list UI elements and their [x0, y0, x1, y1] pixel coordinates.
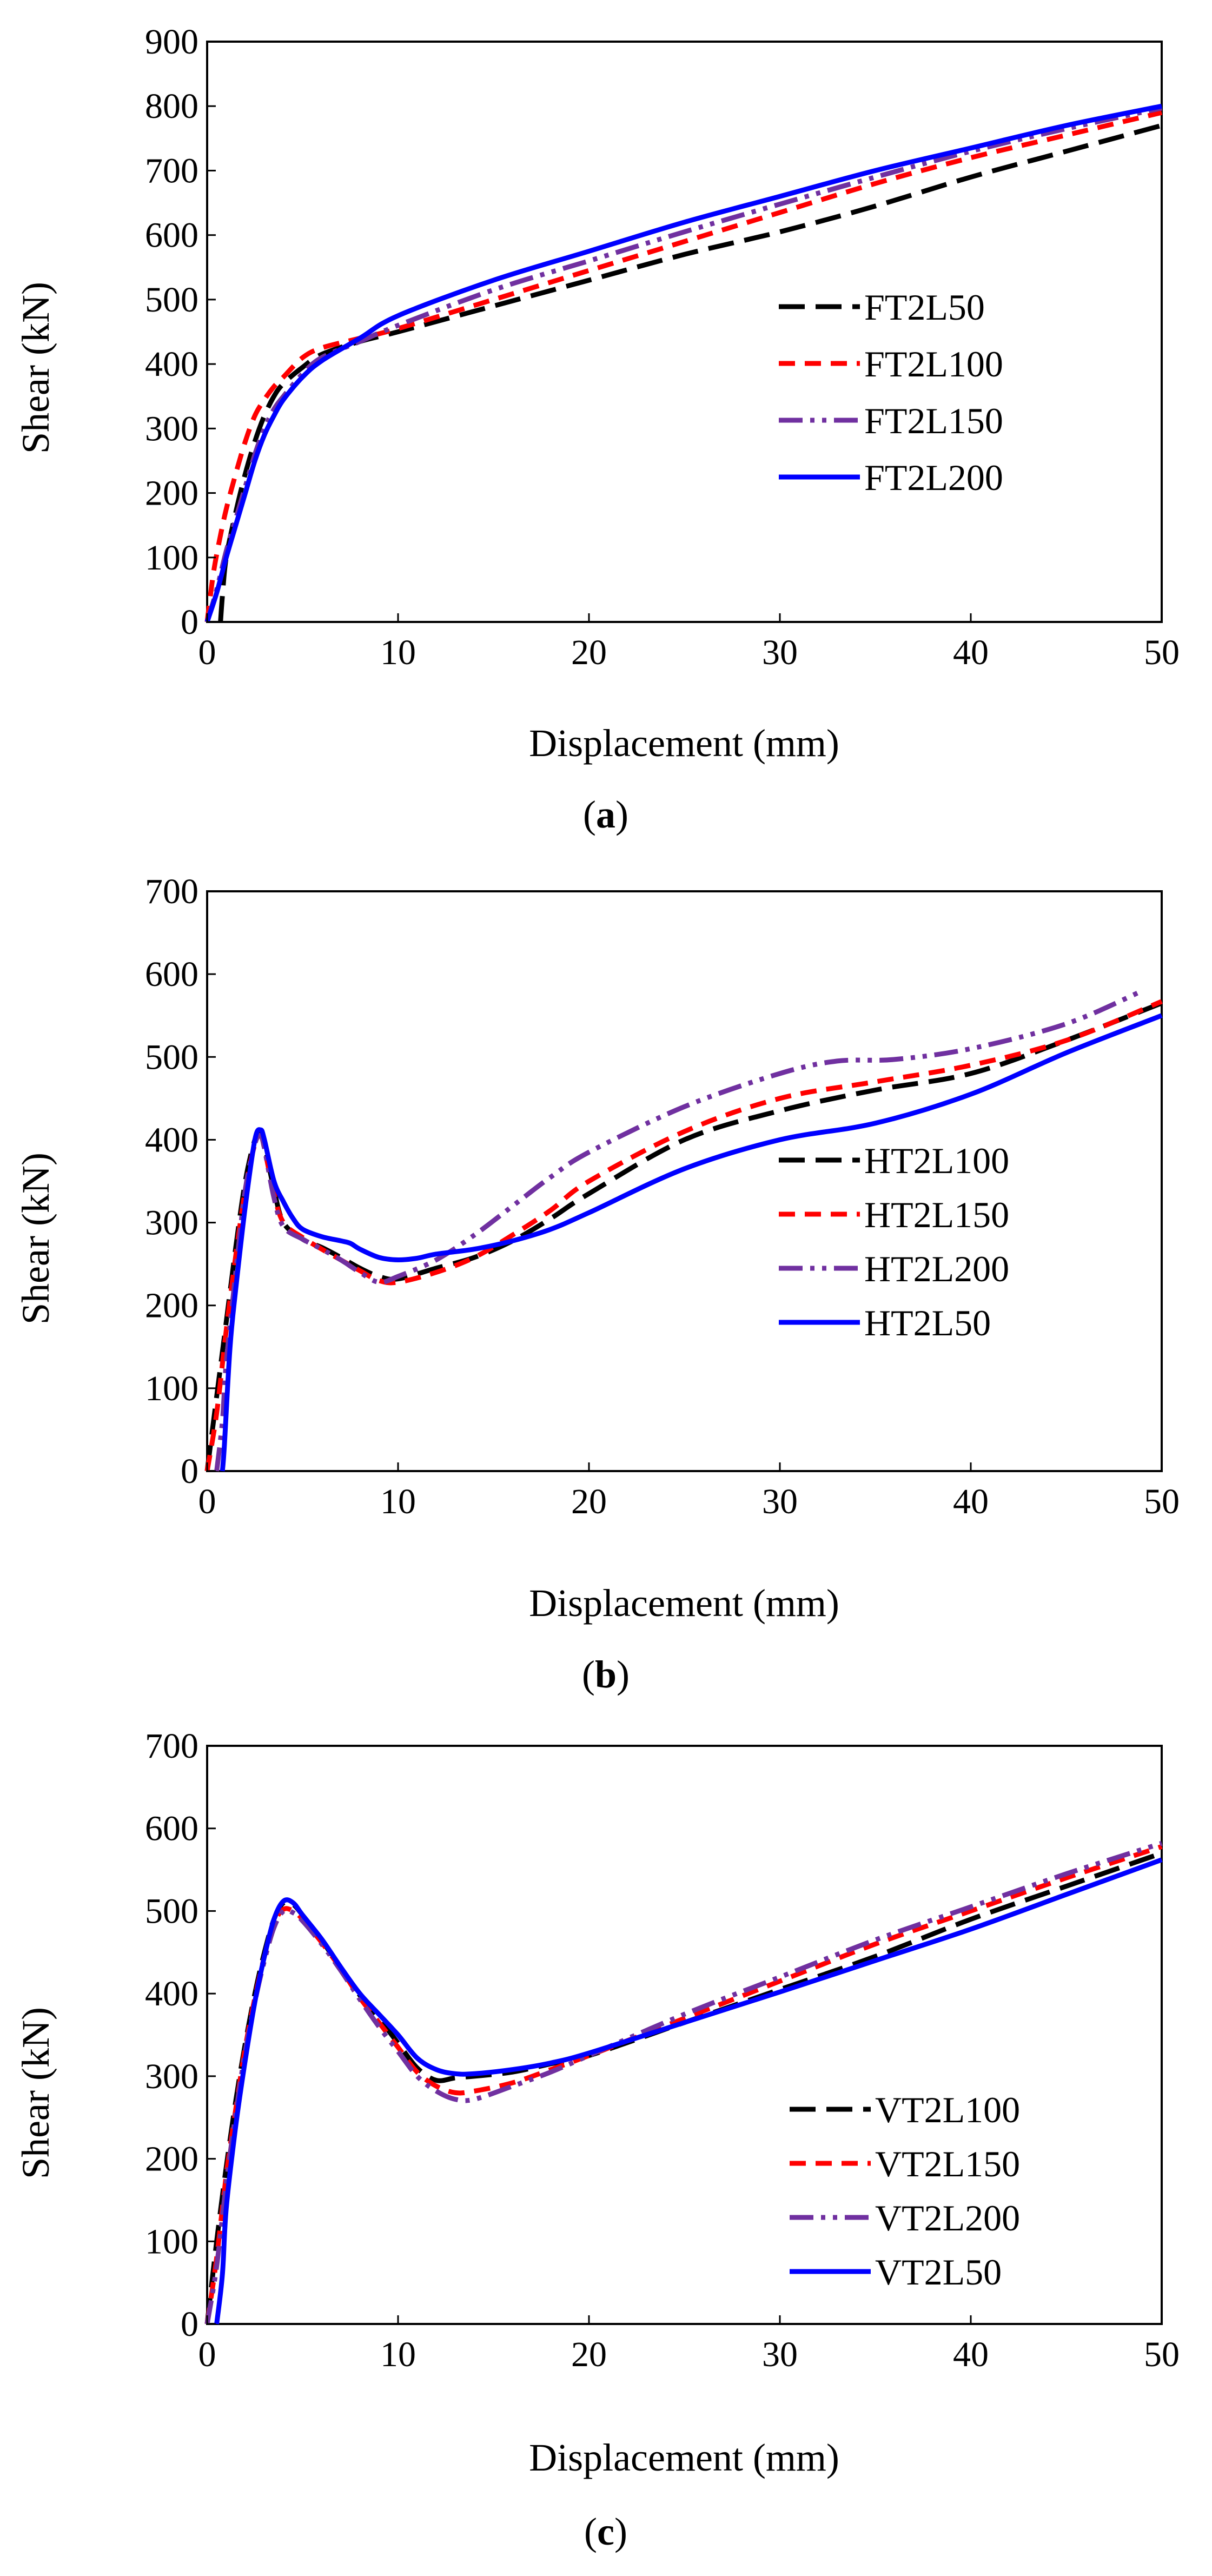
panel-b-legend: HT2L100 HT2L150 HT2L200 HT2L50 [779, 1140, 1009, 1343]
panel-c-x-tick-label: 20 [571, 2335, 607, 2374]
panel-c-legend: VT2L100 VT2L150 VT2L200 VT2L50 [790, 2089, 1020, 2293]
panel-b-caption: (b) [582, 1653, 630, 1696]
panel-a-y-tick-label: 800 [145, 87, 198, 126]
panel-c-x-tick-label: 10 [380, 2335, 416, 2374]
panel-a: 0 10 20 30 40 500100200300400500600700800900 … [14, 22, 1180, 836]
panel-a-series-ft2l200 [204, 103, 1162, 623]
panel-b-x-tick-label: 40 [953, 1482, 989, 1521]
panel-a-y-tick-label: 200 [145, 474, 198, 513]
panel-b-y-tick-label: 300 [145, 1203, 198, 1243]
panel-c-y-tick-label: 200 [145, 2140, 198, 2179]
panel-b-axes [206, 890, 1163, 1472]
panel-a-y-tick-label: 400 [145, 345, 198, 384]
panel-b-y-tick-label: 600 [145, 955, 198, 994]
panel-c-y-tick-label: 600 [145, 1809, 198, 1849]
panel-a-legend: FT2L50 FT2L100 FT2L150 FT2L200 [779, 287, 1003, 498]
panel-a-x-axis-label: Displacement (mm) [529, 721, 839, 765]
panel-b-y-tick-label: 200 [145, 1286, 198, 1326]
legend-label-vt2l50: VT2L50 [875, 2251, 1002, 2293]
panel-b-y-tick-label: 400 [145, 1120, 198, 1160]
panel-a-series-ft2l50 [218, 123, 1163, 623]
panel-b-series-ht2l50 [220, 1013, 1163, 1472]
panel-b-x-tick-label: 10 [380, 1482, 416, 1521]
legend-label-vt2l150: VT2L150 [875, 2143, 1020, 2184]
panel-b-x-tick-label: 20 [571, 1482, 607, 1521]
panel-c-y-tick-label: 500 [145, 1891, 198, 1931]
panel-c-series-vt2l200 [204, 1840, 1163, 2325]
panel-c-y-tick-label: 100 [145, 2222, 198, 2261]
panel-b-y-tick-label: 500 [145, 1037, 198, 1077]
panel-c-y-tick-label: 300 [145, 2057, 198, 2096]
panel-b-x-tick-label: 30 [762, 1482, 798, 1521]
panel-c-y-axis-label: Shear (kN) [14, 2007, 57, 2179]
legend-label-vt2l100: VT2L100 [875, 2089, 1020, 2130]
legend-label-ht2l100: HT2L100 [864, 1140, 1009, 1181]
panel-a-plot-frame [206, 41, 1163, 623]
panel-c-y-tick-label: 700 [145, 1726, 198, 1766]
legend-label-ft2l150: FT2L150 [864, 400, 1003, 441]
legend-label-ft2l50: FT2L50 [864, 287, 985, 328]
legend-label-ft2l200: FT2L200 [864, 457, 1003, 498]
panel-c-y-tick-label: 0 [181, 2305, 198, 2344]
panel-b-x-axis-label: Displacement (mm) [529, 1581, 839, 1625]
panel-b-y-tick-label: 100 [145, 1369, 198, 1408]
panel-a-x-tick-label: 20 [571, 633, 607, 672]
panel-c-series-vt2l150 [204, 1844, 1163, 2325]
panel-c-series-vt2l100 [204, 1851, 1163, 2325]
panel-b-x-tick-label: 0 [198, 1482, 216, 1521]
legend-label-ht2l200: HT2L200 [864, 1248, 1009, 1289]
panel-c-caption-letter: c [597, 2510, 614, 2553]
panel-c-x-tick-label: 30 [762, 2335, 798, 2374]
panel-b-series-ht2l100 [204, 1001, 1163, 1472]
panel-a-series-ft2l100 [204, 110, 1163, 623]
panel-b-plot-frame [206, 890, 1163, 1472]
panel-c-x-tick-label: 50 [1144, 2335, 1180, 2374]
panel-b-y-tick-label: 700 [145, 872, 198, 911]
panel-a-x-tick-label: 30 [762, 633, 798, 672]
panel-a-axes [206, 41, 1163, 623]
legend-label-ft2l100: FT2L100 [864, 343, 1003, 385]
legend-label-ht2l50: HT2L50 [864, 1302, 991, 1343]
panel-c-series-vt2l50 [214, 1857, 1163, 2325]
panel-a-series-ft2l150 [204, 105, 1162, 623]
panel-a-y-tick-label: 300 [145, 409, 198, 448]
panel-a-caption: (a) [583, 793, 628, 836]
panel-b-x-tick-label: 50 [1144, 1482, 1180, 1521]
panel-a-y-tick-label: 100 [145, 538, 198, 578]
panel-a-y-tick-label: 600 [145, 216, 198, 255]
panel-c-axes [206, 1745, 1163, 2325]
panel-a-x-tick-label: 40 [953, 633, 989, 672]
panel-c-caption: (c) [584, 2510, 627, 2553]
panel-a-x-tick-label: 10 [380, 633, 416, 672]
panel-c-plot-frame [206, 1745, 1163, 2325]
panel-c-x-axis-label: Displacement (mm) [529, 2436, 839, 2479]
panel-c-x-tick-label: 40 [953, 2335, 989, 2374]
panel-c-series [204, 1840, 1163, 2325]
panel-a-y-tick-label: 900 [145, 22, 198, 62]
legend-label-ht2l150: HT2L150 [864, 1194, 1009, 1235]
panel-b-series-ht2l150 [204, 999, 1163, 1472]
legend-label-vt2l200: VT2L200 [875, 2197, 1020, 2239]
panel-c-x-tick-label: 0 [198, 2335, 216, 2374]
panel-a-y-axis-label: Shear (kN) [14, 282, 57, 454]
panel-a-y-tick-label: 0 [181, 602, 198, 642]
panel-a-x-tick-label: 0 [198, 633, 216, 672]
panel-b-y-tick-label: 0 [181, 1452, 198, 1491]
panel-b-series [204, 988, 1163, 1472]
panel-a-y-tick-label: 500 [145, 280, 198, 320]
panel-a-x-tick-label: 50 [1144, 633, 1180, 672]
panel-b-caption-letter: b [595, 1653, 617, 1696]
panel-a-caption-letter: a [596, 793, 615, 836]
panel-a-y-tick-label: 700 [145, 151, 198, 190]
panel-c-y-tick-label: 400 [145, 1974, 198, 2014]
panel-b-y-axis-label: Shear (kN) [14, 1153, 57, 1325]
panel-a-series [204, 103, 1163, 623]
